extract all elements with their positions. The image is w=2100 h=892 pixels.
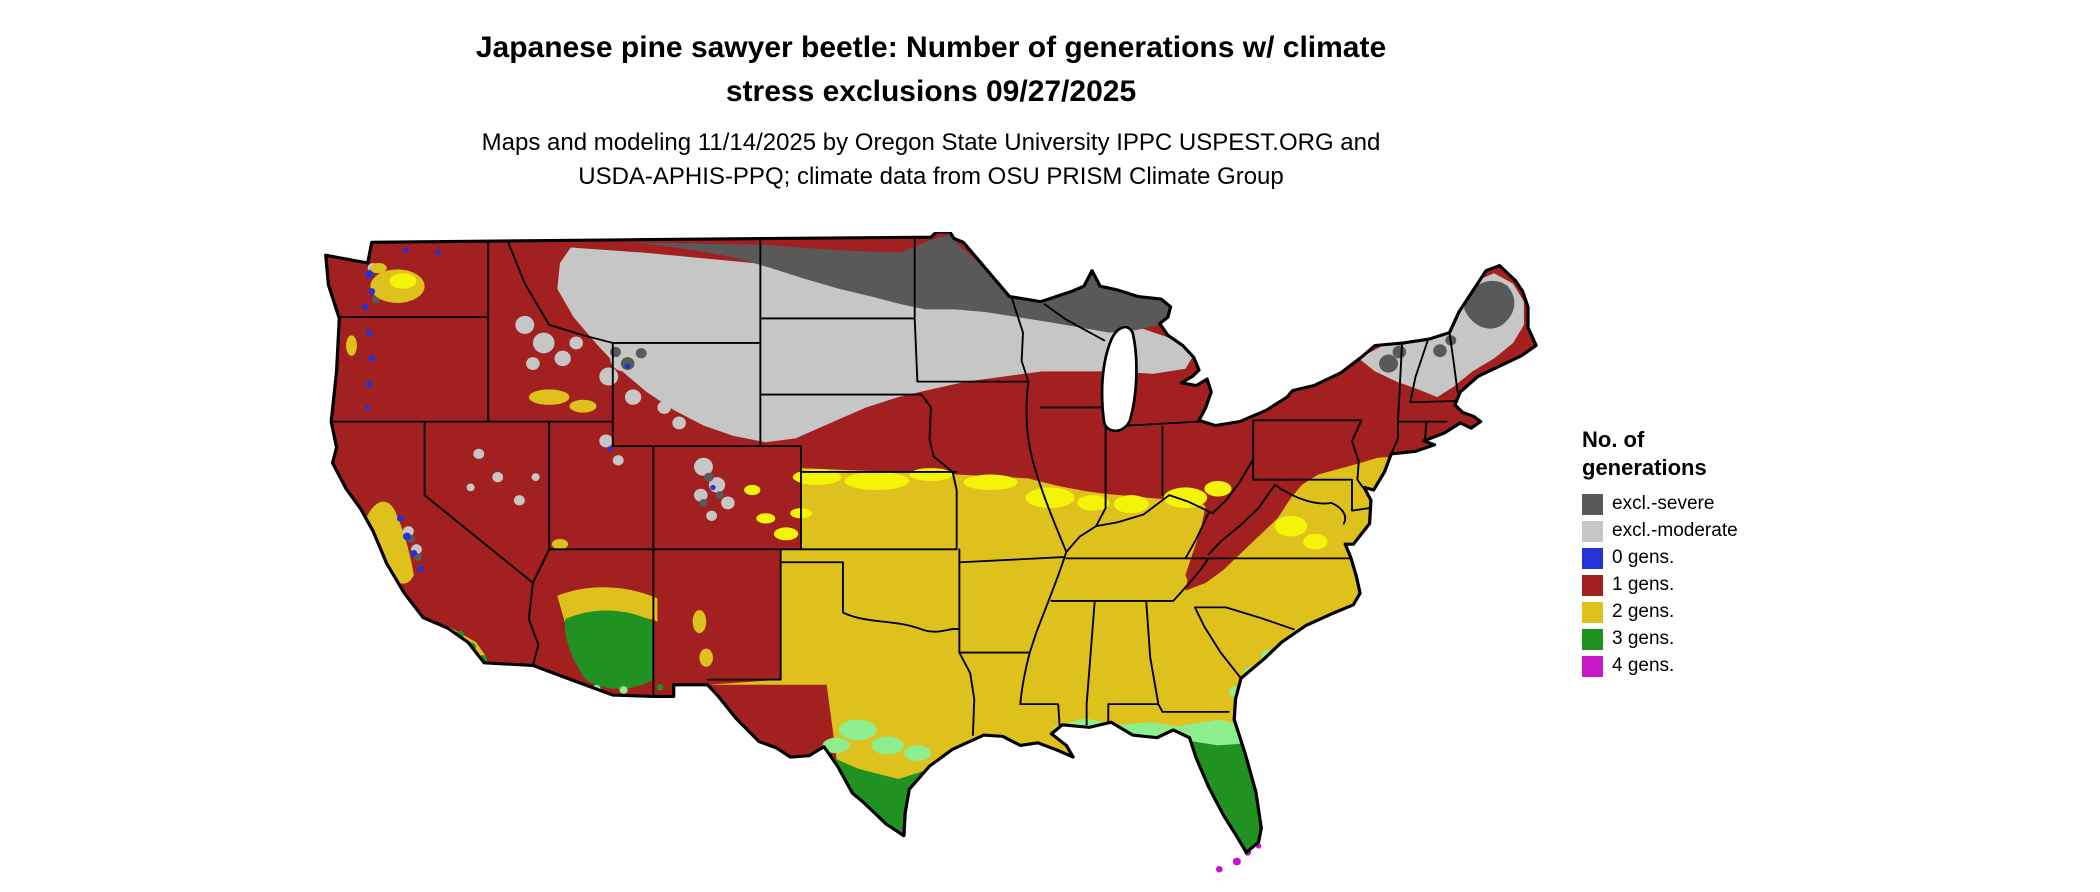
- zone-excl-severe-north-band: [633, 234, 1171, 333]
- legend-title: No. of generations: [1582, 427, 1707, 480]
- map-fill-layers: [325, 232, 1537, 853]
- us-outline: [324, 232, 1538, 855]
- legend-item: 1 gens.: [1582, 574, 1738, 596]
- legend-item: excl.-severe: [1582, 493, 1738, 515]
- legend-label: excl.-severe: [1612, 493, 1715, 514]
- legend-swatch: [1582, 601, 1603, 623]
- title-line-1: Japanese pine sawyer beetle: Number of g…: [475, 31, 1387, 64]
- zone-excl-severe-maine: [1464, 280, 1515, 329]
- title-line-2: stress exclusions 09/27/2025: [725, 74, 1137, 108]
- legend-label: excl.-moderate: [1612, 520, 1738, 541]
- legend-item: 2 gens.: [1582, 601, 1738, 623]
- legend-item: 0 gens.: [1582, 547, 1738, 569]
- map-legend: No. of generations excl.-severe excl.-mod…: [1582, 426, 1738, 682]
- us-generations-map: [324, 232, 1538, 873]
- legend-swatch: [1582, 520, 1603, 542]
- legend-label: 0 gens.: [1612, 547, 1675, 568]
- zone-1-gens-west-texas: [673, 684, 838, 767]
- legend-item: 4 gens.: [1582, 655, 1738, 677]
- legend-label: 4 gens.: [1612, 655, 1675, 676]
- zone-4-gens-speckles: [899, 829, 1262, 873]
- legend-item: 3 gens.: [1582, 628, 1738, 650]
- legend-label: 3 gens.: [1612, 628, 1675, 649]
- legend-label: 1 gens.: [1612, 574, 1675, 595]
- legend-items: excl.-severe excl.-moderate 0 gens. 1 gens.…: [1582, 493, 1738, 677]
- legend-label: 2 gens.: [1612, 601, 1675, 622]
- zone-excl-moderate-north-band: [557, 247, 1197, 443]
- legend-item: excl.-moderate: [1582, 520, 1738, 542]
- legend-swatch: [1582, 628, 1603, 650]
- zone-2-gens-bright-mottle: [389, 273, 1328, 550]
- legend-swatch: [1582, 547, 1603, 569]
- legend-swatch: [1582, 493, 1603, 515]
- legend-swatch: [1582, 655, 1603, 677]
- page-subtitle: Maps and modeling 11/14/2025 by Oregon S…: [331, 126, 1531, 193]
- lake-michigan: [1100, 325, 1138, 433]
- subtitle-line-1: Maps and modeling 11/14/2025 by Oregon S…: [481, 129, 1381, 156]
- zone-0-gens-speckles: [361, 247, 716, 572]
- legend-swatch: [1582, 574, 1603, 596]
- subtitle-line-2: USDA-APHIS-PPQ; climate data from OSU PR…: [578, 162, 1284, 190]
- state-borders: [330, 238, 1459, 737]
- page-title: Japanese pine sawyer beetle: Number of g…: [331, 26, 1531, 113]
- excl-severe-mountain-speckles: [366, 269, 1457, 561]
